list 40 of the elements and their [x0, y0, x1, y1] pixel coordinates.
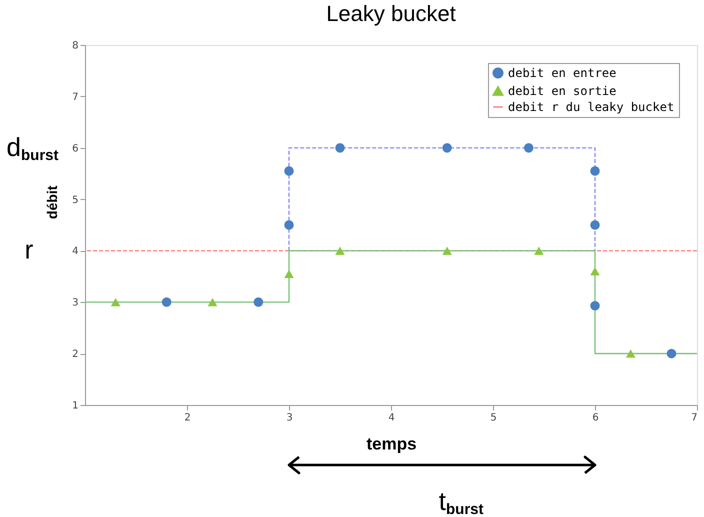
y-tick-label: 2: [72, 349, 78, 360]
point: [110, 298, 120, 306]
point: [666, 348, 676, 358]
point: [590, 220, 600, 230]
point: [442, 143, 452, 153]
point: [335, 143, 345, 153]
point: [284, 270, 294, 278]
y-tick-label: 8: [72, 40, 78, 52]
point: [590, 301, 600, 310]
y-tick-label: 1: [72, 400, 78, 412]
legend-label: debit r du leaky bucket: [508, 100, 674, 114]
y-tick-label: 6: [72, 143, 78, 154]
y-tick-label: 5: [72, 194, 78, 206]
x-tick-label: 7: [691, 412, 698, 424]
x-tick-label: 5: [490, 412, 497, 424]
point: [284, 220, 294, 230]
legend-label: debit en entree: [508, 66, 616, 80]
point: [284, 166, 294, 176]
x-tick-label: 3: [286, 412, 293, 424]
y-tick-label: 4: [72, 246, 78, 258]
point: [524, 143, 534, 153]
y-tick-label: 7: [72, 92, 78, 103]
point: [335, 246, 345, 255]
chart-title: Leaky bucket: [326, 1, 456, 26]
point: [590, 267, 600, 276]
point: [590, 166, 600, 176]
point: [162, 297, 172, 307]
point: [208, 298, 218, 306]
legend-label: debit en sortie: [508, 84, 616, 98]
x-tick-label: 6: [592, 412, 599, 424]
point: [254, 297, 264, 307]
x-axis-title: temps: [366, 434, 417, 454]
point: [626, 349, 636, 358]
text: r: [24, 234, 34, 265]
y-axis-title: débit: [44, 185, 60, 220]
point: [442, 246, 452, 255]
x-tick-label: 4: [388, 412, 395, 424]
point: [534, 246, 544, 255]
x-tick-label: 2: [184, 412, 191, 424]
y-tick-label: 3: [72, 298, 78, 309]
